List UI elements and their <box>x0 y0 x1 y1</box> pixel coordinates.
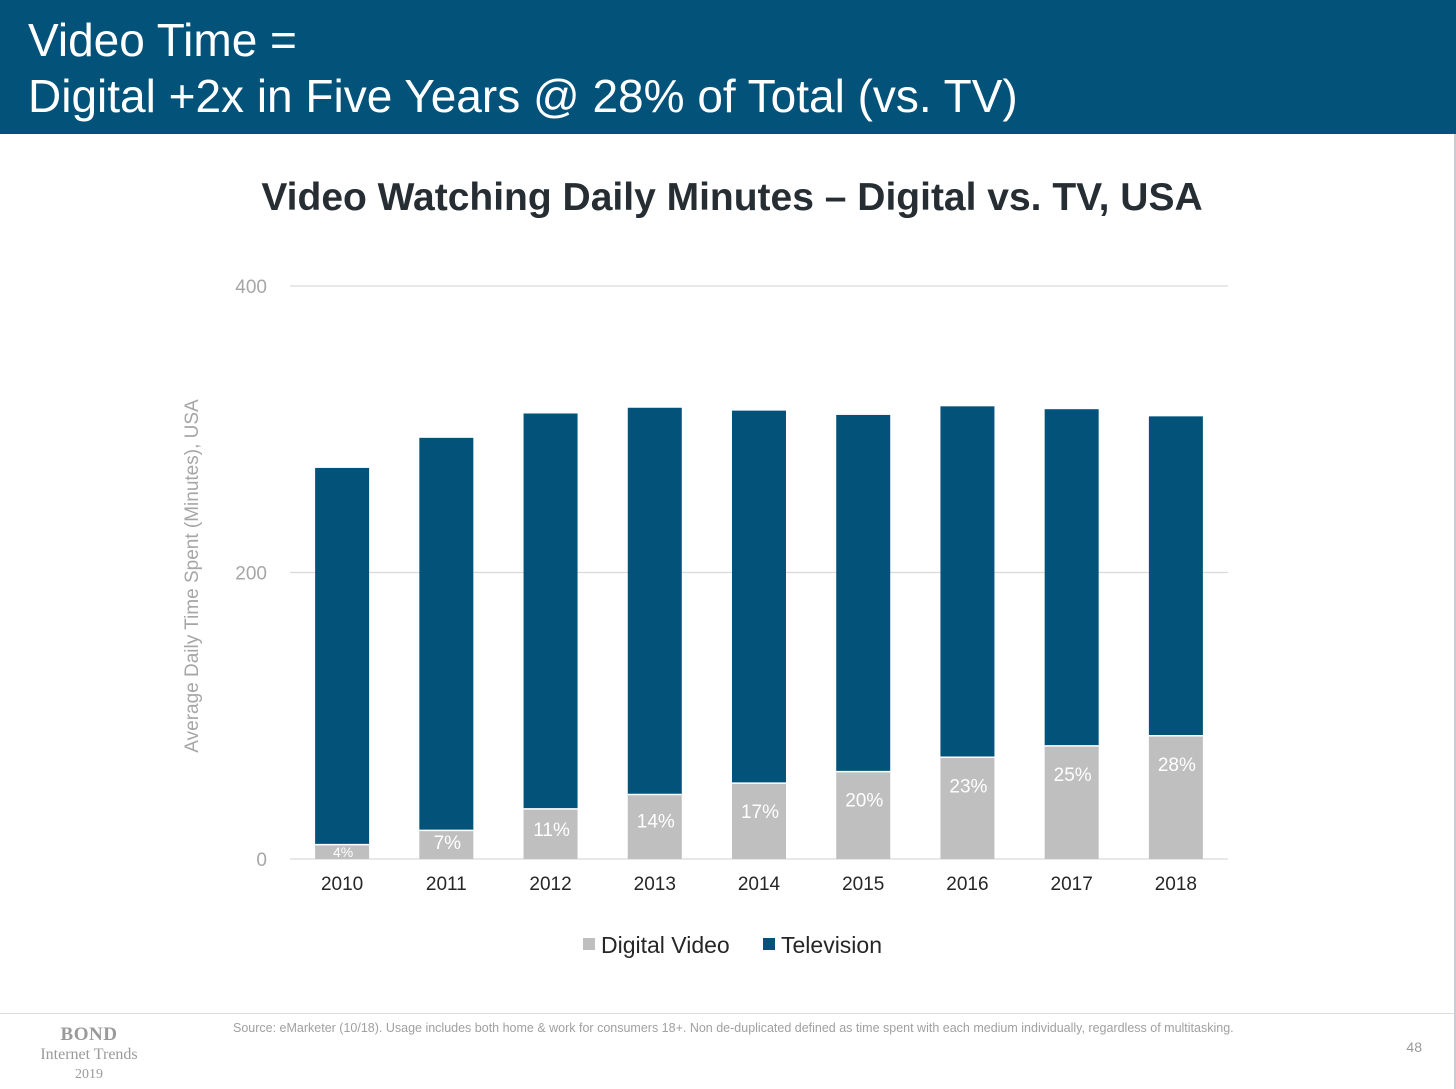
y-tick-label: 200 <box>235 564 267 585</box>
x-tick-label: 2017 <box>1051 874 1093 895</box>
x-tick-label: 2012 <box>529 874 571 895</box>
x-tick-label: 2010 <box>321 874 363 895</box>
x-tick-label: 2011 <box>426 874 467 895</box>
bar-television-2018 <box>1148 416 1203 736</box>
source-note: Source: eMarketer (10/18). Usage include… <box>233 1021 1234 1035</box>
bar-digital-video-2013 <box>627 794 682 859</box>
bar-digital-video-2017 <box>1044 745 1099 859</box>
legend-label: Digital Video <box>601 932 730 958</box>
bond-logo-name: BOND <box>60 1024 118 1045</box>
x-tick-label: 2013 <box>634 874 676 895</box>
data-label-digital-video: 17% <box>741 802 779 823</box>
page-number: 48 <box>1406 1039 1422 1055</box>
x-tick-label: 2014 <box>738 874 781 895</box>
stacked-bar-chart: 0 200 400 Average Daily Time Spent (Minutes… <box>182 277 1228 958</box>
legend-label: Television <box>781 932 882 958</box>
slide-title-line-2: Digital +2x in Five Years @ 28% of Total… <box>28 70 1018 122</box>
bar-digital-video-2012 <box>523 808 578 859</box>
y-tick-label: 0 <box>256 850 267 871</box>
bar-television-2016 <box>940 406 995 758</box>
y-tick-label: 400 <box>235 277 267 298</box>
data-label-digital-video: 4% <box>333 844 353 860</box>
bond-logo-subtitle: Internet Trends <box>40 1046 138 1063</box>
bar-television-2012 <box>523 413 578 809</box>
bar-digital-video-2015 <box>836 771 891 859</box>
x-tick-label: 2015 <box>842 874 884 895</box>
data-label-digital-video: 20% <box>845 791 883 812</box>
bar-television-2015 <box>836 414 891 772</box>
bar-television-2013 <box>627 407 682 795</box>
slide-title-line-1: Video Time = <box>28 14 297 66</box>
legend-swatch-digital-video <box>583 938 595 950</box>
bar-digital-video-2011 <box>419 830 474 859</box>
data-label-digital-video: 14% <box>637 811 675 832</box>
data-label-digital-video: 28% <box>1158 755 1196 776</box>
x-tick-label: 2016 <box>946 874 988 895</box>
footer-divider <box>0 1013 1454 1014</box>
bar-digital-video-2016 <box>940 757 995 859</box>
bar-television-2014 <box>732 410 786 784</box>
slide-header: Video Time = Digital +2x in Five Years @… <box>0 0 1456 134</box>
bond-logo-year: 2019 <box>75 1067 103 1082</box>
data-label-digital-video: 7% <box>434 833 462 854</box>
slide-right-edge <box>1454 134 1456 1089</box>
data-label-digital-video: 25% <box>1054 765 1092 786</box>
chart-title: Video Watching Daily Minutes – Digital v… <box>261 176 1203 219</box>
y-axis-label: Average Daily Time Spent (Minutes), USA <box>182 399 203 753</box>
bar-digital-video-2014 <box>732 783 786 859</box>
bar-television-2017 <box>1044 409 1099 746</box>
bond-logo: BOND Internet Trends 2019 <box>28 1025 150 1085</box>
x-tick-label: 2018 <box>1155 874 1197 895</box>
bar-television-2011 <box>419 437 474 831</box>
bar-digital-video-2010 <box>315 844 370 859</box>
bar-digital-video-2018 <box>1148 735 1203 859</box>
data-label-digital-video: 23% <box>949 776 987 797</box>
legend-swatch-television <box>763 938 775 950</box>
bar-television-2010 <box>315 467 370 845</box>
data-label-digital-video: 11% <box>533 820 570 841</box>
